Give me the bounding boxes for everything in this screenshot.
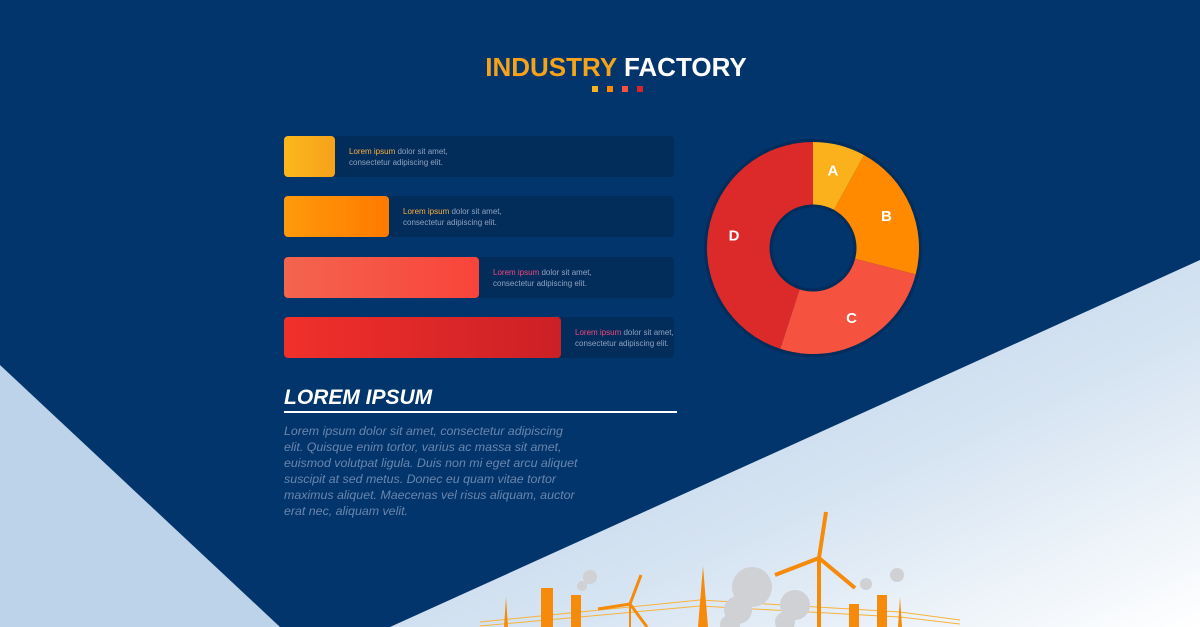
page-title: INDUSTRY FACTORY (0, 52, 1200, 83)
donut-slice-c (780, 258, 916, 354)
donut-slice-d (707, 142, 813, 349)
pylon-icon (898, 597, 902, 627)
bar-label-text: consectetur adipiscing elit. (575, 338, 669, 348)
bar-label-text: dolor sit amet, (449, 207, 502, 217)
bar-row: Lorem ipsum dolor sit amet, consectetur a… (284, 196, 674, 238)
bar-label: Lorem ipsum dolor sit amet, consectetur a… (575, 327, 674, 349)
bar-label: Lorem ipsum dolor sit amet, consectetur a… (349, 146, 448, 168)
left-light-triangle (0, 365, 280, 627)
bar-row: Lorem ipsum dolor sit amet, consectetur a… (284, 316, 674, 358)
donut-hole (769, 204, 857, 292)
bar (284, 316, 561, 358)
industry-skyline-illustration (479, 511, 961, 627)
wind-turbine-icon (629, 604, 631, 627)
donut-label: B (881, 208, 892, 225)
bar-label-text: dolor sit amet, (621, 327, 674, 337)
chimney-icon (571, 595, 581, 627)
chimney-icon (877, 595, 887, 627)
bar-label-text: consectetur adipiscing elit. (349, 158, 443, 167)
bar (284, 136, 335, 177)
bar-label: Lorem ipsum dolor sit amet, consectetur a… (403, 206, 502, 228)
dot (592, 86, 598, 92)
bar-label-highlight: Lorem ipsum (403, 207, 450, 217)
right-light-area (390, 260, 1200, 627)
donut-slice-b (833, 155, 919, 275)
title-dots (592, 86, 643, 92)
wind-turbine-icon (817, 558, 821, 627)
bar-label-highlight: Lorem ipsum (493, 267, 540, 277)
section-heading: LOREM IPSUM (284, 386, 433, 409)
bar-label-text: consectetur adipiscing elit. (403, 218, 497, 228)
dot (607, 86, 613, 92)
bar-label-text: dolor sit amet, (395, 147, 448, 156)
donut-label: A (827, 163, 838, 180)
chimney-icon (849, 604, 859, 627)
heading-divider (284, 411, 677, 413)
title-part-1: INDUSTRY (485, 52, 617, 82)
pylon-icon (504, 597, 508, 627)
dot (622, 86, 628, 92)
donut-slice-a (813, 142, 865, 212)
bar-label-text: consectetur adipiscing elit. (493, 278, 587, 288)
bar-row: Lorem ipsum dolor sit amet, consectetur a… (284, 136, 674, 177)
bar-label-highlight: Lorem ipsum (575, 327, 622, 337)
bar-label-highlight: Lorem ipsum (349, 147, 396, 156)
bar (284, 256, 479, 298)
title-part-2: FACTORY (623, 52, 747, 82)
bar (284, 196, 389, 238)
chimney-icon (541, 588, 553, 627)
bar-label: Lorem ipsum dolor sit amet, consectetur a… (493, 267, 592, 289)
bar-row: Lorem ipsum dolor sit amet, consectetur a… (284, 256, 674, 298)
donut-label: D (729, 227, 740, 244)
bar-label-text: dolor sit amet, (539, 267, 592, 277)
section-body: Lorem ipsum dolor sit amet, consectetur … (284, 424, 578, 518)
pylon-icon (698, 566, 708, 627)
donut-label: C (846, 310, 857, 327)
donut-chart: A B C D (704, 139, 922, 357)
dot (637, 86, 643, 92)
